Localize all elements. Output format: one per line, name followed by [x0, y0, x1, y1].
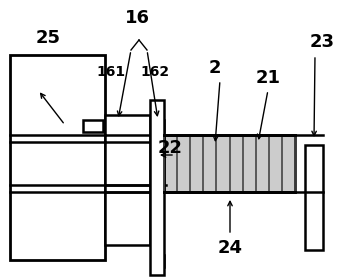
Text: 24: 24: [218, 239, 242, 257]
Bar: [305, 145, 323, 250]
Text: 22: 22: [158, 139, 182, 157]
Text: 21: 21: [255, 69, 281, 87]
Text: 23: 23: [310, 33, 335, 51]
Text: 2: 2: [209, 59, 221, 77]
Bar: [152, 120, 164, 132]
Bar: [152, 255, 164, 267]
Text: 25: 25: [35, 29, 60, 47]
Bar: [105, 115, 150, 245]
Text: 162: 162: [140, 65, 169, 79]
Bar: [83, 120, 103, 132]
Text: 16: 16: [124, 9, 149, 27]
Bar: [10, 55, 105, 260]
Bar: [164, 135, 295, 192]
Bar: [150, 100, 164, 275]
Text: 161: 161: [97, 65, 125, 79]
